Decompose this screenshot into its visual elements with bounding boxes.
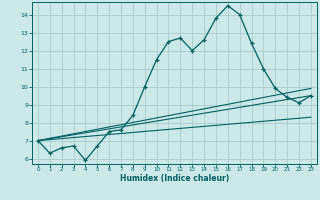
X-axis label: Humidex (Indice chaleur): Humidex (Indice chaleur): [120, 174, 229, 183]
